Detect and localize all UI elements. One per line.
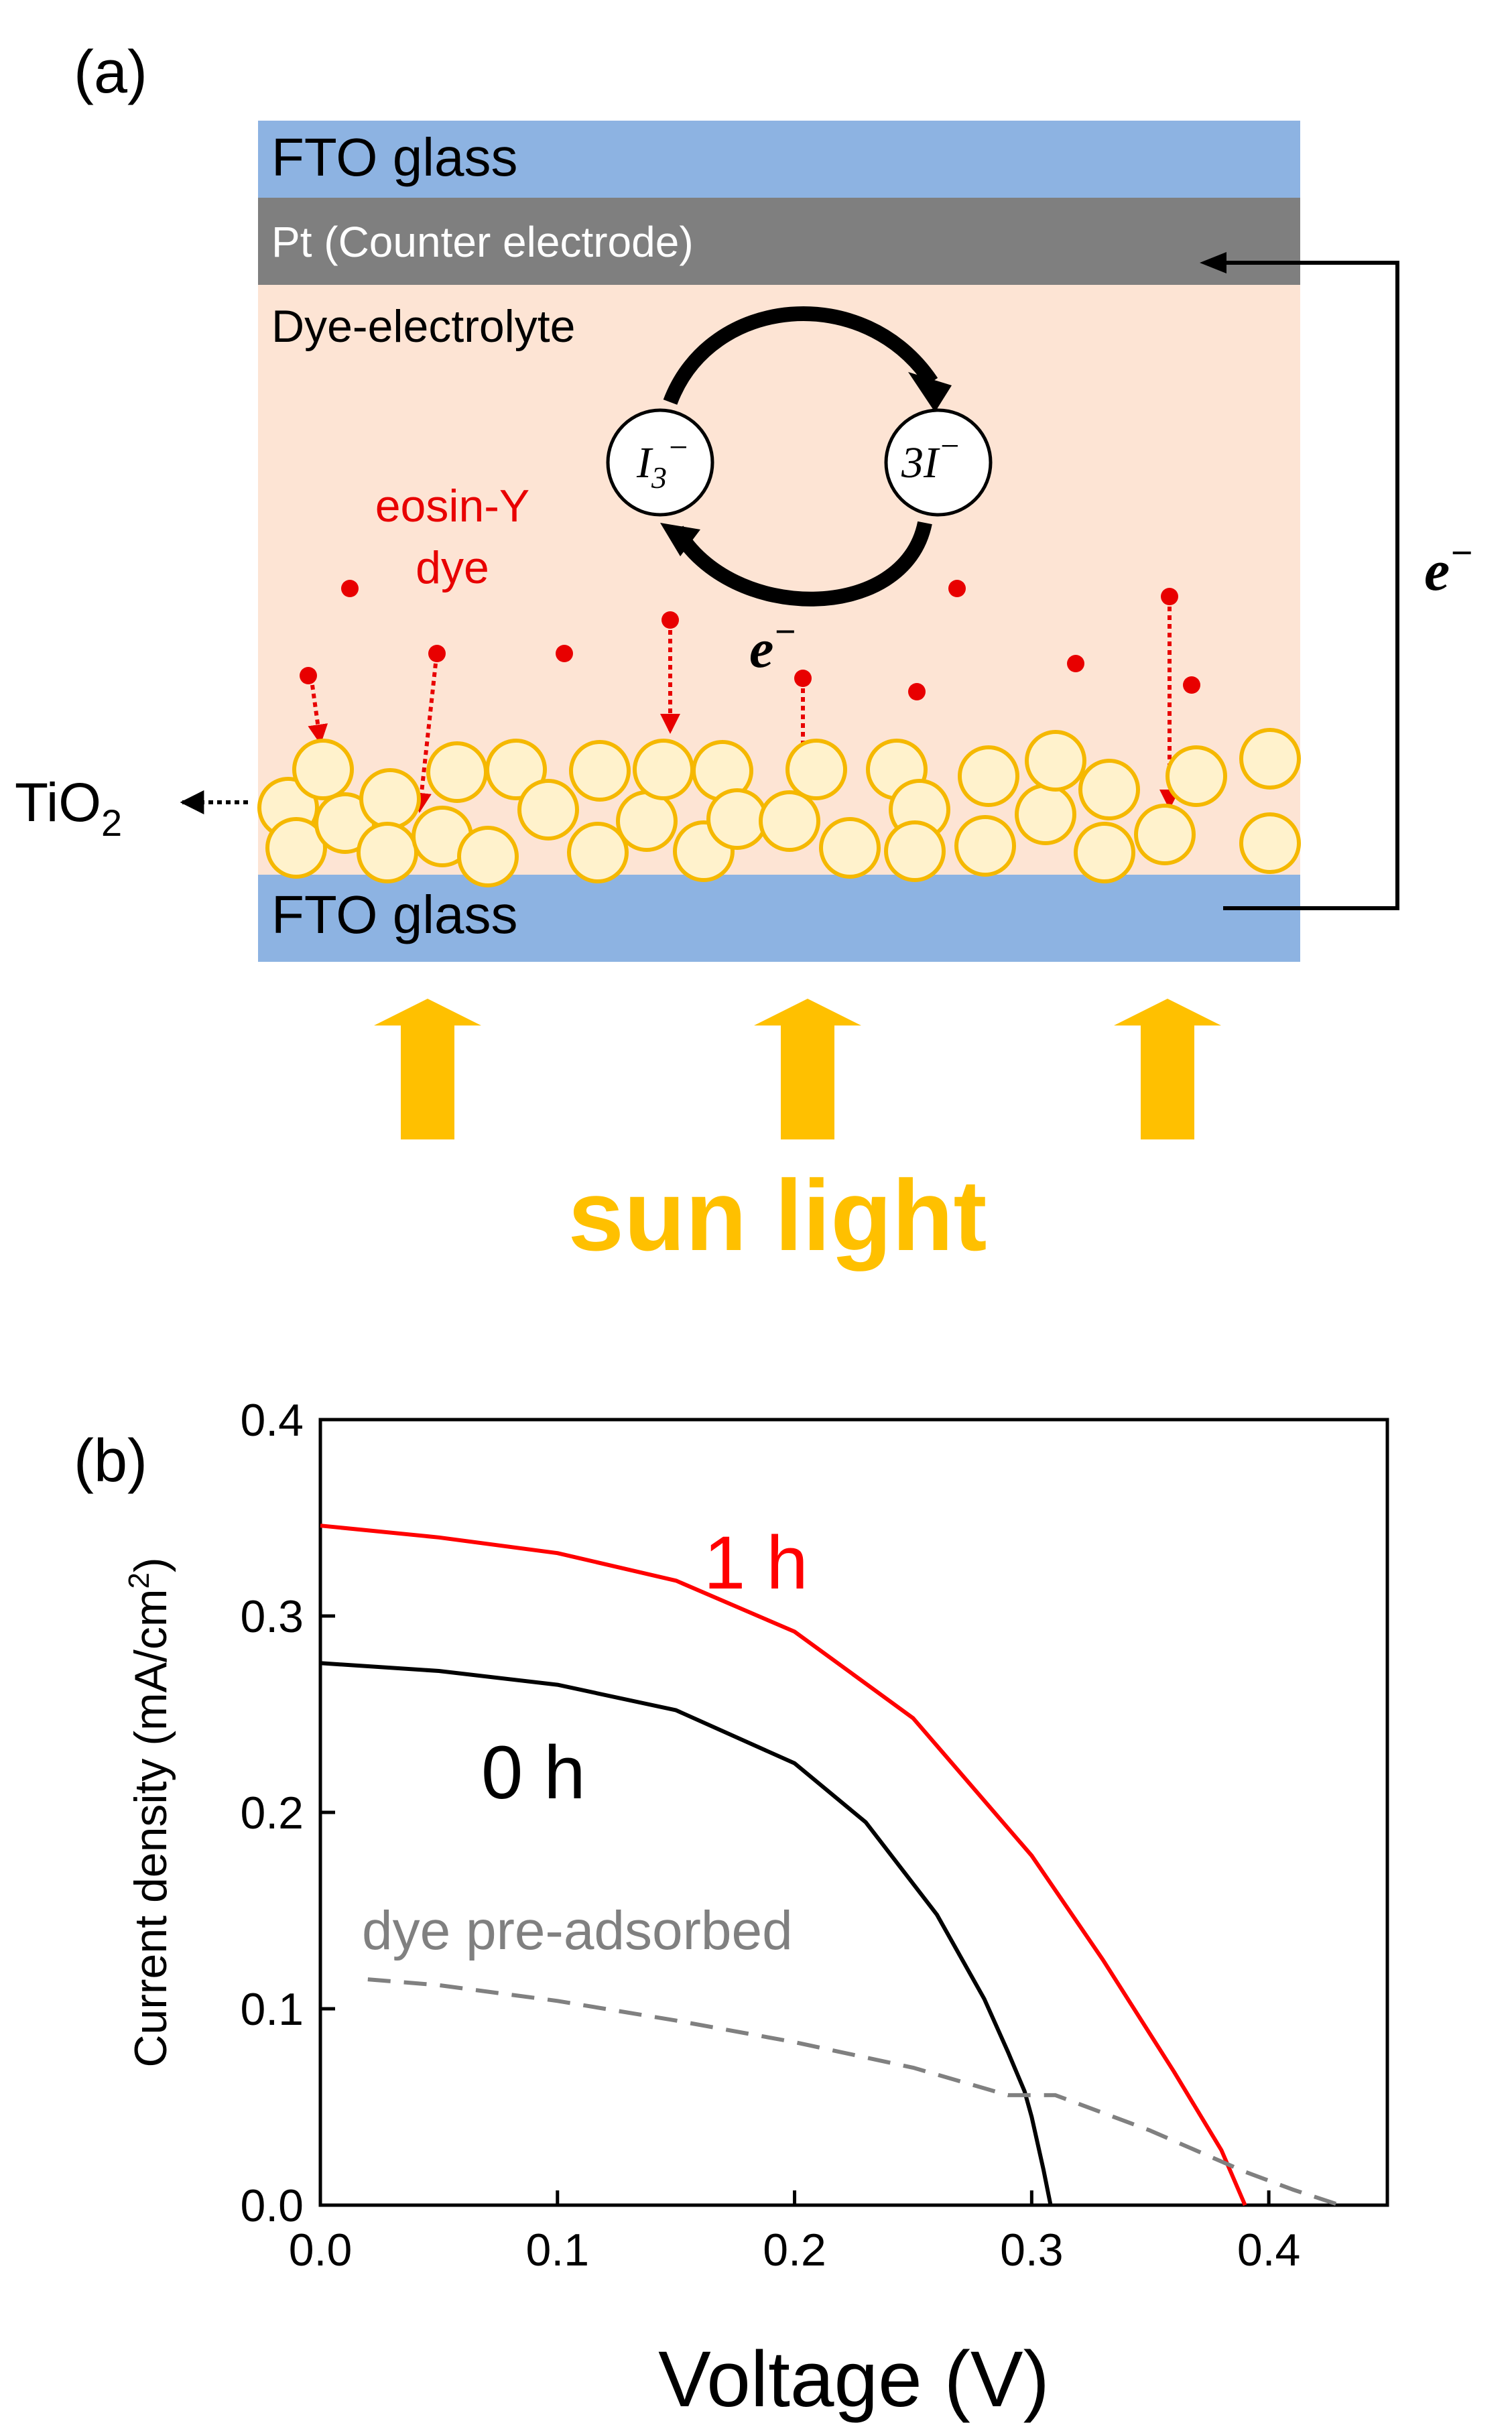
tio2-particle: [485, 739, 547, 800]
adsorption-arrow: [308, 684, 328, 745]
label-0h: 0 h: [481, 1731, 586, 1814]
tio2-particle: [457, 826, 519, 887]
tio2-particle: [359, 768, 421, 830]
i3-ion-label: I3−: [636, 428, 690, 495]
tio2-particle: [1134, 804, 1196, 865]
tio2-particle: [1239, 812, 1301, 874]
fto-glass-top-label: FTO glass: [271, 127, 518, 187]
dye-dot: [662, 611, 679, 629]
tio2-particle: [954, 815, 1016, 877]
tio2-particle: [759, 790, 820, 852]
y-tick-label: 0.4: [240, 1395, 304, 1446]
y-tick-label: 0.2: [240, 1788, 304, 1839]
fto-glass-bottom-label: FTO glass: [271, 885, 518, 944]
x-tick-label: 0.2: [763, 2225, 826, 2276]
label-1h: 1 h: [704, 1521, 808, 1605]
y-tick-label: 0.3: [240, 1591, 304, 1642]
dye-molecules: [300, 580, 1200, 700]
panel-b-label: (b): [74, 1428, 147, 1495]
tio2-particle: [569, 740, 631, 802]
redox-arrowhead-bottom: [660, 523, 700, 556]
series-line-0-h: [320, 1661, 1053, 2206]
adsorption-arrow: [412, 663, 438, 813]
dye-dot: [1067, 655, 1084, 672]
tio2-particle: [567, 822, 629, 883]
circuit-arrowhead: [1200, 252, 1226, 273]
dye-label-line2: dye: [416, 542, 489, 593]
tio2-particle: [426, 741, 488, 803]
tio2-particle: [1015, 784, 1076, 845]
electron-outer-label: e−: [1424, 531, 1473, 603]
y-tick-label: 0.1: [240, 1984, 304, 2035]
x-axis-title: Voltage (V): [658, 2335, 1050, 2424]
tio2-particle: [633, 739, 694, 800]
redox-arrowhead-top: [908, 372, 952, 412]
dye-dot: [428, 645, 446, 662]
dye-dot: [948, 580, 966, 597]
3i-ion-circle: [884, 408, 993, 517]
x-axis: 0.0 0.1 0.2 0.3 0.4: [289, 2190, 1301, 2276]
pt-counter-electrode: [258, 198, 1300, 285]
sun-arrow-right: [1114, 999, 1221, 1139]
tio2-particle: [884, 820, 946, 882]
tio2-particle: [265, 817, 327, 879]
sun-arrow-middle: [754, 999, 861, 1139]
tio2-particle: [1078, 759, 1140, 820]
tio2-particle: [1239, 728, 1301, 790]
tio2-particle: [357, 822, 418, 883]
fto-glass-bottom: [258, 875, 1300, 962]
dye-dot: [341, 580, 359, 597]
3i-ion-label: 3I−: [901, 427, 961, 487]
y-tick-label: 0.0: [240, 2180, 304, 2231]
tio2-particle: [616, 790, 678, 852]
panel-a-schematic: (a) FTO glass Pt (Counter electrode) Dye…: [15, 39, 1473, 1271]
tio2-particle: [958, 745, 1019, 807]
dye-electrolyte-label: Dye-electrolyte: [271, 301, 576, 352]
sunlight-arrows: [374, 999, 1221, 1139]
panel-b-chart: (b) 0.0 0.1 0.2 0.3 0.4 0.00.10.20.30.4 1 h …: [74, 1395, 1389, 2424]
dye-dot: [556, 645, 573, 662]
x-tick-label: 0.1: [526, 2225, 590, 2276]
series-line-1-h: [320, 1524, 1247, 2206]
tio2-particle: [785, 739, 847, 800]
redox-cycle: I3− 3I− e−: [606, 306, 993, 679]
pt-label: Pt (Counter electrode): [271, 218, 694, 266]
x-tick-label: 0.3: [1000, 2225, 1064, 2276]
tio2-particle: [706, 788, 768, 850]
x-tick-label: 0.4: [1237, 2225, 1301, 2276]
redox-arrow-top: [663, 306, 938, 405]
tio2-particle: [517, 779, 579, 841]
circuit-wire: [1216, 261, 1399, 910]
series-line-dye-pre-adsorbed: [367, 1977, 1341, 2207]
y-axis-title: Current density (mA/cm2): [123, 1557, 176, 2067]
tio2-particle: [819, 817, 881, 879]
dye-dot: [908, 683, 926, 700]
tio2-particle: [1166, 745, 1227, 807]
electron-inner-label: e−: [749, 611, 796, 679]
tio2-particle: [292, 739, 354, 800]
i3-ion-circle: [606, 408, 714, 517]
dye-dot: [794, 670, 812, 687]
y-axis: 0.0 0.1 0.2 0.3 0.4: [240, 1395, 335, 2231]
external-circuit: e−: [1200, 252, 1473, 910]
dye-dot: [1161, 588, 1178, 605]
x-tick-label: 0.0: [289, 2225, 353, 2276]
tio2-particle: [1074, 822, 1135, 883]
tio2-particle: [1025, 730, 1086, 792]
redox-arrow-bottom: [670, 521, 932, 607]
sun-arrow-left: [374, 999, 481, 1139]
tio2-label: TiO2: [15, 772, 122, 844]
label-dye-pre-adsorbed: dye pre-adsorbed: [362, 1900, 793, 1961]
sunlight-label: sun light: [568, 1159, 987, 1271]
dye-dot: [300, 667, 317, 684]
tio2-nanoparticles: [257, 728, 1301, 887]
dye-dot: [1183, 676, 1200, 694]
series-group: [320, 1524, 1341, 2207]
panel-a-label: (a): [74, 39, 147, 106]
dye-label-line1: eosin-Y: [375, 481, 530, 532]
fto-glass-top: [258, 121, 1300, 198]
